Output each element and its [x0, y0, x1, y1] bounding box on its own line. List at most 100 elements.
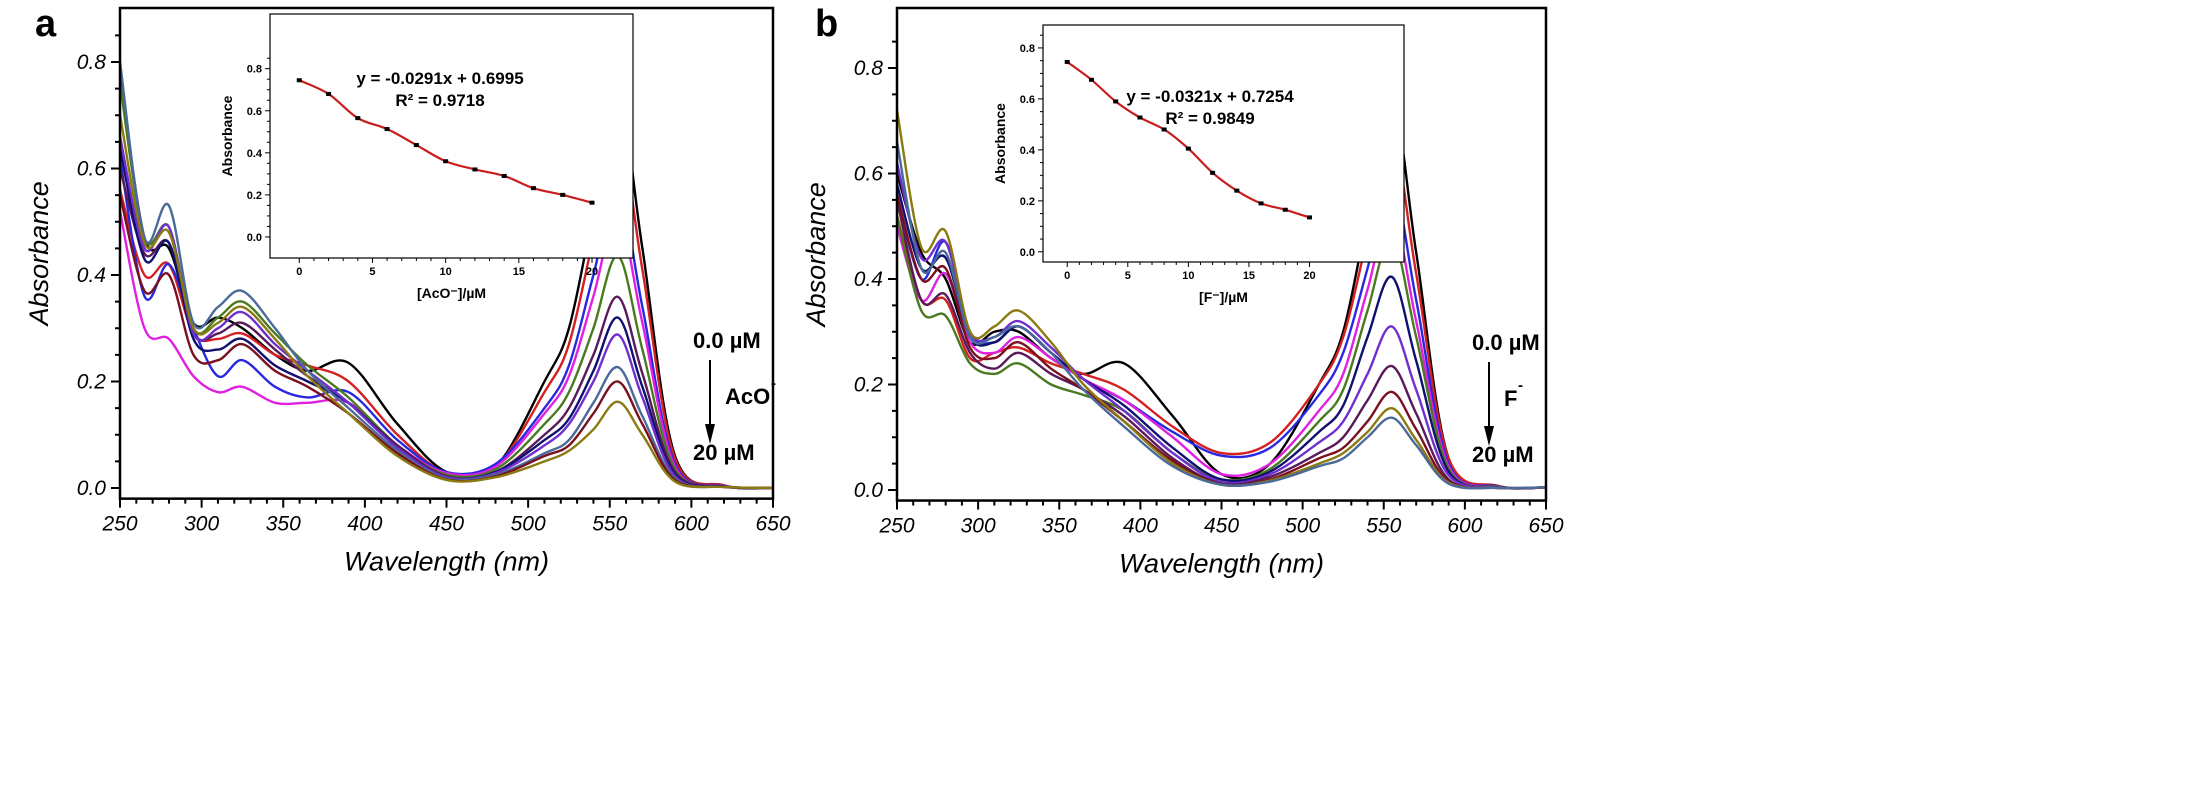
inset-x-tick-label: 5 [369, 266, 375, 278]
y-tick-label: 0.6 [77, 158, 107, 181]
inset-frame [1042, 24, 1405, 263]
panel-b: b 250 300 350 400 450 500 550 600 650 0.0 0.2 0.4 0.6… [801, 3, 1564, 579]
spectrum-line-9 [118, 194, 774, 490]
spectrum-line-3 [895, 209, 1547, 490]
x-tick-label: 300 [961, 515, 996, 538]
panel-label: b [815, 3, 838, 45]
y-tick-label: 0.2 [77, 371, 107, 394]
inset-chart: 0 5 10 15 20 0.0 0.2 0.4 0.6 0.8 [F⁻]/µM Absorbance… [992, 24, 1405, 305]
inset-y-axis-title: Absorbance [992, 103, 1008, 184]
titration-arrowhead [1484, 426, 1494, 446]
inset-x-tick-label: 10 [1182, 270, 1194, 282]
inset-data-point [355, 116, 361, 121]
y-tick-label: 0.0 [77, 477, 107, 500]
titration-arrowhead [705, 424, 715, 444]
x-tick-label: 400 [347, 513, 382, 536]
spectrum-line-7 [895, 199, 1547, 490]
inset-data-point [589, 200, 595, 205]
analyte-charge: - [771, 375, 776, 392]
inset-data-point [472, 167, 478, 172]
inset-y-tick-label: 0.0 [247, 232, 262, 244]
x-tick-label: 650 [755, 513, 790, 536]
inset-x-tick-label: 10 [440, 266, 452, 278]
analyte-label: AcO [725, 384, 770, 409]
series-group [895, 94, 1547, 490]
inset-y-tick-label: 0.8 [1020, 43, 1035, 55]
inset-x-tick-label: 15 [513, 266, 525, 278]
end-concentration: 20 µM [693, 440, 755, 465]
y-tick-label: 0.4 [77, 264, 106, 287]
y-tick-label: 0.2 [854, 374, 884, 397]
fit-r-squared: R² = 0.9849 [1165, 109, 1254, 128]
inset-data-point [530, 186, 536, 191]
inset-y-tick-label: 0.6 [247, 106, 262, 118]
fit-r-squared: R² = 0.9718 [395, 91, 484, 110]
inset-y-tick-label: 0.6 [1020, 94, 1035, 106]
inset-y-tick-label: 0.4 [1020, 145, 1036, 157]
inset-data-point [1234, 188, 1240, 193]
inset-data-point [443, 159, 449, 164]
x-tick-label: 550 [1366, 515, 1401, 538]
spectrum-line-1 [895, 132, 1547, 490]
start-concentration: 0.0 µM [693, 328, 761, 353]
inset-y-tick-label: 0.2 [247, 190, 262, 202]
start-concentration: 0.0 µM [1472, 330, 1540, 355]
inset-data-point [1137, 115, 1143, 120]
inset-data-point [1307, 215, 1313, 220]
spectrum-line-9 [895, 109, 1547, 490]
inset-y-tick-label: 0.2 [1020, 196, 1035, 208]
y-axis-title: Absorbance [24, 181, 54, 327]
x-axis-title: Wavelength (nm) [1119, 549, 1324, 579]
y-tick-label: 0.4 [854, 268, 883, 291]
inset-data-point [1282, 207, 1288, 212]
inset-data-point [1258, 201, 1264, 206]
analyte-label: F [1504, 386, 1517, 411]
inset-data-point [1064, 59, 1070, 64]
y-tick-label: 0.0 [854, 479, 884, 502]
y-axis-title: Absorbance [801, 182, 831, 328]
inset-data-point [1185, 146, 1191, 151]
x-tick-label: 450 [1204, 515, 1239, 538]
spectrum-line-10 [895, 141, 1547, 490]
inset-x-tick-label: 0 [296, 266, 302, 278]
inset-x-tick-label: 15 [1243, 270, 1255, 282]
spectrum-line-8 [118, 61, 774, 490]
x-tick-label: 550 [592, 513, 627, 536]
inset-frame [269, 13, 634, 259]
inset-x-tick-label: 5 [1125, 270, 1131, 282]
inset-x-axis-title: [AcO⁻]/µM [417, 285, 486, 301]
inset-y-axis-title: Absorbance [219, 95, 235, 176]
x-axis-title: Wavelength (nm) [344, 547, 549, 577]
x-tick-label: 250 [101, 513, 137, 536]
inset-data-point [1161, 127, 1167, 132]
inset-data-point [501, 173, 507, 178]
x-tick-label: 350 [266, 513, 301, 536]
inset-chart: 0 5 10 15 20 0.0 0.2 0.4 0.6 0.8 [AcO⁻]/µM Absorban… [219, 13, 634, 301]
y-tick-label: 0.8 [854, 57, 884, 80]
spectrum-line-10 [118, 115, 774, 490]
inset-y-tick-label: 0.0 [1020, 247, 1035, 259]
inset-x-tick-label: 20 [1303, 270, 1315, 282]
inset-data-point [413, 143, 419, 148]
x-tick-label: 400 [1123, 515, 1158, 538]
inset-data-point [296, 78, 302, 83]
inset-y-tick-label: 0.8 [247, 64, 262, 76]
panel-label: a [35, 3, 57, 45]
inset-data-point [560, 192, 566, 197]
y-tick-label: 0.6 [854, 163, 884, 186]
x-tick-label: 600 [1447, 515, 1482, 538]
x-tick-label: 250 [878, 515, 914, 538]
inset-data-point [1210, 170, 1216, 175]
inset-x-axis-title: [F⁻]/µM [1199, 289, 1248, 305]
x-tick-label: 500 [1285, 515, 1320, 538]
spectrum-line-8 [895, 194, 1547, 490]
analyte-charge: - [1518, 377, 1523, 394]
x-tick-label: 300 [184, 513, 219, 536]
inset-data-point [326, 91, 332, 96]
spectrum-line-3 [118, 210, 774, 490]
fit-equation: y = -0.0291x + 0.6995 [356, 69, 523, 88]
inset-x-tick-label: 0 [1064, 270, 1070, 282]
x-tick-label: 450 [429, 513, 464, 536]
x-tick-label: 350 [1042, 515, 1077, 538]
